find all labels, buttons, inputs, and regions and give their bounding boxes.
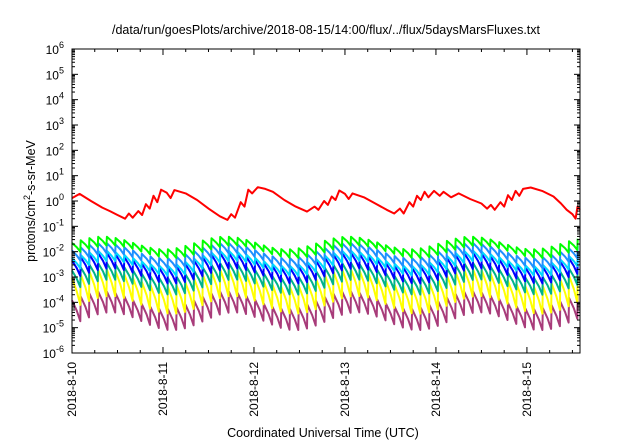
- y-tick-exponent: -1: [56, 217, 64, 227]
- y-tick-label: 105: [46, 65, 64, 82]
- x-tick-label: 2018-8-10: [65, 362, 79, 417]
- y-tick-label: 101: [46, 167, 64, 184]
- y-axis-label-pre: protons/cm: [24, 200, 38, 262]
- y-tick-label: 102: [46, 141, 64, 158]
- y-tick-base: 10: [43, 322, 57, 336]
- y-tick-exponent: -6: [56, 344, 64, 354]
- y-axis: 10610510410310210110010-110-210-310-410-…: [43, 40, 580, 361]
- y-tick-exponent: -5: [56, 319, 64, 329]
- y-tick-label: 10-5: [43, 319, 64, 336]
- y-tick-label: 103: [46, 116, 64, 133]
- y-axis-label-post: -s-sr-MeV: [24, 139, 38, 195]
- y-axis-label: protons/cm2-s-sr-MeV: [22, 139, 38, 261]
- y-tick-base: 10: [46, 170, 60, 184]
- series-line: [71, 235, 579, 259]
- y-tick-exponent: 4: [59, 91, 64, 101]
- y-tick-exponent: 1: [59, 167, 64, 177]
- y-tick-base: 10: [43, 220, 57, 234]
- y-tick-base: 10: [46, 144, 60, 158]
- y-tick-exponent: -3: [56, 268, 64, 278]
- x-tick-label: 2018-8-11: [156, 362, 170, 416]
- x-tick-label: 2018-8-12: [247, 362, 261, 417]
- y-tick-label: 106: [46, 40, 64, 57]
- series-line: [71, 186, 581, 221]
- y-tick-base: 10: [46, 119, 60, 133]
- y-tick-exponent: 5: [59, 65, 64, 75]
- y-tick-base: 10: [46, 195, 60, 209]
- y-tick-label: 10-6: [43, 344, 64, 361]
- y-tick-label: 100: [46, 192, 64, 209]
- x-axis: 2018-8-10 2018-8-11 2018-8-12 2018-8-13 2018…: [65, 49, 573, 417]
- y-tick-base: 10: [43, 296, 57, 310]
- y-tick-label: 10-4: [43, 293, 64, 310]
- y-tick-exponent: 0: [59, 192, 64, 202]
- y-tick-label: 10-2: [43, 243, 64, 260]
- y-tick-exponent: 3: [59, 116, 64, 126]
- y-tick-exponent: -2: [56, 243, 64, 253]
- y-tick-label: 104: [46, 91, 64, 108]
- y-tick-base: 10: [43, 271, 57, 285]
- y-tick-base: 10: [46, 94, 60, 108]
- y-tick-exponent: 2: [59, 141, 64, 151]
- series-layer: [71, 186, 581, 331]
- y-tick-base: 10: [43, 347, 57, 361]
- y-tick-base: 10: [46, 43, 60, 57]
- y-axis-label-sup: 2: [22, 195, 32, 200]
- y-tick-base: 10: [43, 246, 57, 260]
- x-axis-label: Coordinated Universal Time (UTC): [227, 426, 419, 440]
- y-tick-label: 10-1: [43, 217, 64, 234]
- x-tick-label: 2018-8-13: [338, 362, 352, 417]
- x-tick-label: 2018-8-15: [520, 362, 534, 417]
- y-tick-exponent: 6: [59, 40, 64, 50]
- chart-title: /data/run/goesPlots/archive/2018-08-15/1…: [112, 23, 541, 37]
- y-tick-label: 10-3: [43, 268, 64, 285]
- y-tick-base: 10: [46, 68, 60, 82]
- x-tick-label: 2018-8-14: [429, 362, 443, 417]
- y-tick-exponent: -4: [56, 293, 64, 303]
